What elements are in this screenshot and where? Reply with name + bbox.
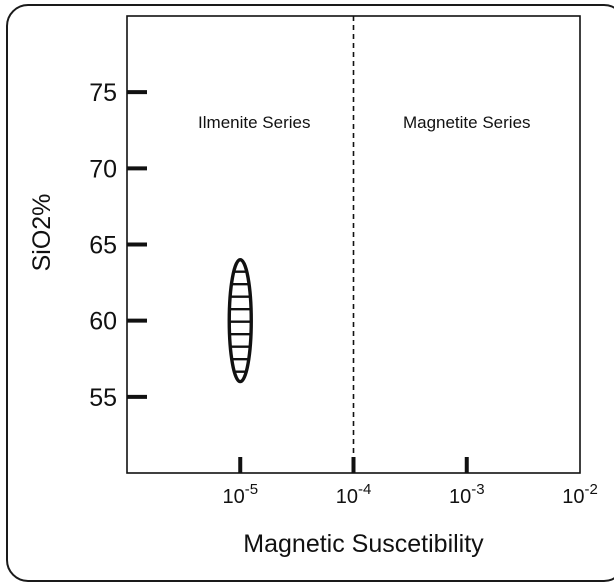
- x-axis-label: Magnetic Suscetibility: [243, 530, 484, 558]
- x-tick-label: 10-5: [222, 481, 258, 508]
- y-axis-label: SiO2%: [28, 194, 56, 272]
- x-tick-label: 10-4: [336, 481, 372, 508]
- chart: 55 60 65 70 75 10-5 10-4 10-3 10-2 Ilmenite Ser…: [28, 15, 598, 558]
- y-tick-label: 55: [89, 384, 117, 412]
- region-label-ilmenite: Ilmenite Series: [198, 113, 310, 132]
- y-axis-ticks: 55 60 65 70 75: [89, 79, 147, 412]
- y-tick-label: 75: [89, 79, 117, 107]
- x-axis-ticks: 10-5 10-4 10-3 10-2: [222, 457, 598, 508]
- y-tick-label: 70: [89, 155, 117, 183]
- y-tick-label: 60: [89, 308, 117, 336]
- y-tick-label: 65: [89, 232, 117, 260]
- x-tick-label: 10-2: [562, 481, 598, 508]
- ilmenite-field-ellipse: [227, 258, 253, 384]
- region-label-magnetite: Magnetite Series: [403, 113, 531, 132]
- x-tick-label: 10-3: [449, 481, 485, 508]
